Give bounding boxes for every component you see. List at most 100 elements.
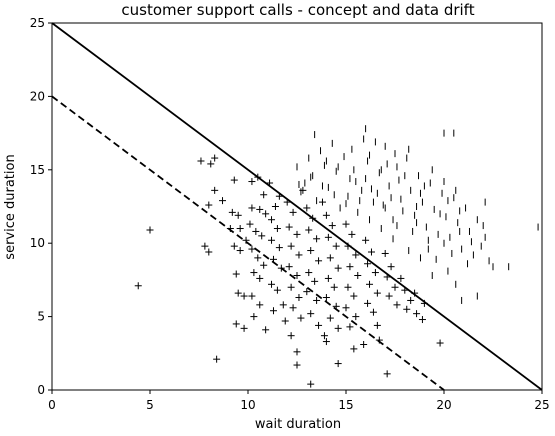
x-tick-label: 25 [534,398,549,412]
plus-marker [354,271,362,279]
plus-marker [350,345,358,353]
plus-marker [342,304,350,312]
plus-marker [315,257,323,265]
plus-marker [305,226,313,234]
plus-marker [344,242,352,250]
y-tick-label: 20 [30,89,45,103]
plus-marker [240,292,248,300]
plus-marker [364,260,372,268]
plus-marker [256,205,264,213]
x-tick-label: 10 [240,398,255,412]
plus-marker [283,198,291,206]
y-tick-label: 15 [30,163,45,177]
plus-marker [289,208,297,216]
plus-marker [293,271,301,279]
plus-marker [230,242,238,250]
plus-marker [256,301,264,309]
plus-marker [271,203,279,210]
plus-marker [201,242,209,250]
plus-marker [262,210,270,218]
plus-marker [269,255,277,263]
plus-marker [320,332,328,340]
plus-marker [295,251,303,259]
plus-marker [236,247,244,255]
plus-marker [371,269,379,277]
plus-marker [367,248,375,256]
y-axis: 0 5 10 15 20 25 [30,16,52,397]
plus-marker [273,225,281,233]
plus-marker [258,232,266,240]
plus-marker [205,248,213,256]
plus-marker [234,211,242,219]
plus-marker [334,324,342,332]
plus-marker [328,222,336,230]
x-axis: 0 5 10 15 20 25 [48,390,550,412]
plus-marker [207,160,215,168]
plus-marker [248,245,256,253]
plus-marker [254,173,262,181]
plus-marker [234,289,242,297]
plus-marker [397,274,405,282]
plus-marker [268,236,276,244]
plus-marker [411,289,419,297]
plus-marker [281,317,289,325]
plus-marker [362,236,370,244]
plus-marker [387,263,395,271]
plus-marker [315,321,323,329]
plus-marker [383,273,391,281]
plus-marker [230,176,238,184]
plus-marker [332,242,340,250]
plus-marker [260,191,268,199]
plus-marker [352,313,360,321]
plus-marker [211,186,219,194]
plus-marker [295,294,303,302]
plus-marker [373,321,381,329]
plus-marker [385,292,393,300]
plus-marker [303,288,311,296]
plus-marker [373,289,381,297]
plus-marker [344,283,352,291]
plus-marker [407,296,415,304]
plus-marker [232,320,240,328]
plus-marker [420,299,428,307]
plus-marker [213,355,221,363]
plus-marker [324,233,332,241]
plus-marker [313,235,321,243]
plus-marker [324,274,332,282]
plus-marker [360,340,368,348]
plus-marker [256,274,264,282]
plus-marker [287,242,295,250]
plus-marker [401,286,409,294]
plus-marker [279,301,287,309]
plus-marker [293,230,301,238]
plus-marker [311,277,319,285]
x-tick-label: 20 [436,398,451,412]
plus-marker [260,261,268,269]
y-tick-label: 0 [37,383,45,397]
plus-marker [350,292,358,300]
plus-marker [262,326,270,334]
plus-marker [369,308,377,316]
plus-marker [268,280,276,288]
plus-marker [197,157,205,165]
plus-marker [293,348,301,356]
plus-marker [226,225,234,233]
plus-marker [146,226,154,234]
plus-marker [391,283,399,291]
plus-marker [250,313,258,321]
plus-marker [318,198,326,206]
plus-marker [332,302,340,310]
plus-marker [322,338,330,346]
chart-title: customer support calls - concept and dat… [121,1,474,19]
plus-marker [307,310,315,318]
plus-marker [330,283,338,291]
plus-marker [254,254,262,262]
plus-marker [334,360,342,368]
plus-marker [228,208,236,216]
plus-marker [348,230,356,238]
plus-marker [346,323,354,331]
plus-marker [205,201,213,209]
plus-marker [313,296,321,304]
plus-marker [326,254,334,262]
